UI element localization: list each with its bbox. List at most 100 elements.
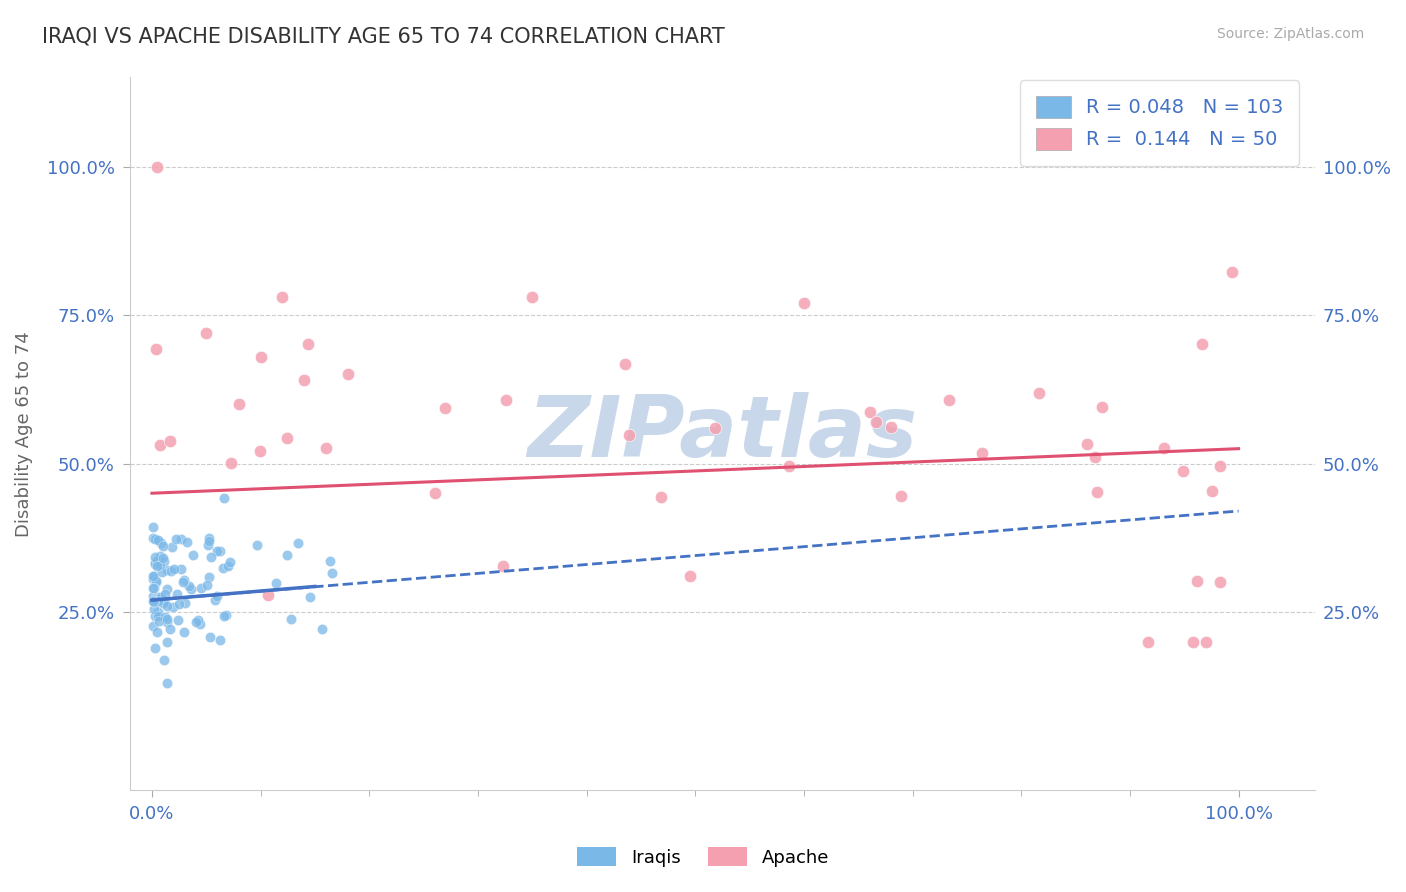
Point xyxy=(200,630,222,644)
Point xyxy=(198,570,221,584)
Point xyxy=(183,549,205,563)
Point xyxy=(143,609,166,624)
Point xyxy=(167,597,190,611)
Point xyxy=(212,491,235,505)
Point xyxy=(142,619,165,633)
Point xyxy=(264,576,287,591)
Point xyxy=(170,533,193,547)
Point xyxy=(143,640,166,655)
Point xyxy=(1028,386,1050,401)
Point xyxy=(152,653,174,667)
Point xyxy=(149,558,172,573)
Point xyxy=(492,558,515,573)
Point xyxy=(146,533,169,547)
Point xyxy=(153,594,176,608)
Point xyxy=(970,446,993,460)
Point xyxy=(613,357,636,371)
Point xyxy=(311,622,333,636)
Point xyxy=(1194,634,1216,648)
Point xyxy=(522,290,544,304)
Point xyxy=(156,634,179,648)
Point xyxy=(249,350,271,364)
Point xyxy=(209,632,232,647)
Point xyxy=(1201,484,1223,499)
Point xyxy=(162,562,184,576)
Point xyxy=(319,554,342,568)
Point xyxy=(155,615,177,629)
Point xyxy=(276,431,298,445)
Point xyxy=(619,427,641,442)
Point xyxy=(159,434,181,448)
Point xyxy=(298,590,321,604)
Point xyxy=(1087,484,1109,499)
Point xyxy=(145,550,167,565)
Point xyxy=(276,548,298,562)
Point xyxy=(156,676,179,690)
Point xyxy=(190,581,212,595)
Point xyxy=(218,555,240,569)
Point xyxy=(1191,337,1213,351)
Point xyxy=(143,569,166,583)
Point xyxy=(1185,574,1208,589)
Point xyxy=(156,599,179,613)
Point xyxy=(143,532,166,546)
Point xyxy=(150,565,173,579)
Point xyxy=(159,622,181,636)
Y-axis label: Disability Age 65 to 74: Disability Age 65 to 74 xyxy=(15,331,32,537)
Point xyxy=(793,296,815,310)
Point xyxy=(146,160,169,174)
Point xyxy=(287,536,309,550)
Point xyxy=(865,415,887,429)
Point xyxy=(159,564,181,578)
Point xyxy=(145,342,167,356)
Point xyxy=(433,401,456,416)
Point xyxy=(143,601,166,615)
Point xyxy=(142,531,165,545)
Point xyxy=(205,544,228,558)
Point xyxy=(156,612,179,626)
Point xyxy=(246,538,269,552)
Point xyxy=(142,581,165,595)
Point xyxy=(336,368,359,382)
Point xyxy=(184,615,207,630)
Point xyxy=(146,608,169,623)
Point xyxy=(890,489,912,503)
Point xyxy=(173,597,195,611)
Point xyxy=(778,458,800,473)
Point xyxy=(423,485,446,500)
Point xyxy=(152,596,174,610)
Point xyxy=(215,607,238,622)
Point xyxy=(143,555,166,569)
Point xyxy=(148,594,170,608)
Text: IRAQI VS APACHE DISABILITY AGE 65 TO 74 CORRELATION CHART: IRAQI VS APACHE DISABILITY AGE 65 TO 74 … xyxy=(42,27,725,46)
Point xyxy=(495,392,517,407)
Point xyxy=(148,549,170,563)
Point xyxy=(280,612,302,626)
Point xyxy=(249,444,271,458)
Point xyxy=(156,582,179,596)
Point xyxy=(146,624,169,639)
Point xyxy=(204,592,226,607)
Point xyxy=(297,337,319,351)
Point xyxy=(142,589,165,603)
Point xyxy=(198,534,221,549)
Point xyxy=(217,559,239,574)
Point xyxy=(173,573,195,587)
Point xyxy=(704,420,727,434)
Point xyxy=(148,614,170,628)
Point xyxy=(880,420,903,434)
Point xyxy=(292,373,315,387)
Point xyxy=(156,563,179,577)
Point xyxy=(176,535,198,549)
Point xyxy=(143,595,166,609)
Point xyxy=(1209,458,1232,473)
Point xyxy=(190,616,212,631)
Point xyxy=(142,572,165,586)
Point xyxy=(211,561,233,575)
Point xyxy=(146,595,169,609)
Point xyxy=(162,600,184,615)
Point xyxy=(205,589,228,603)
Point xyxy=(187,613,209,627)
Point xyxy=(145,574,167,588)
Point xyxy=(200,549,222,564)
